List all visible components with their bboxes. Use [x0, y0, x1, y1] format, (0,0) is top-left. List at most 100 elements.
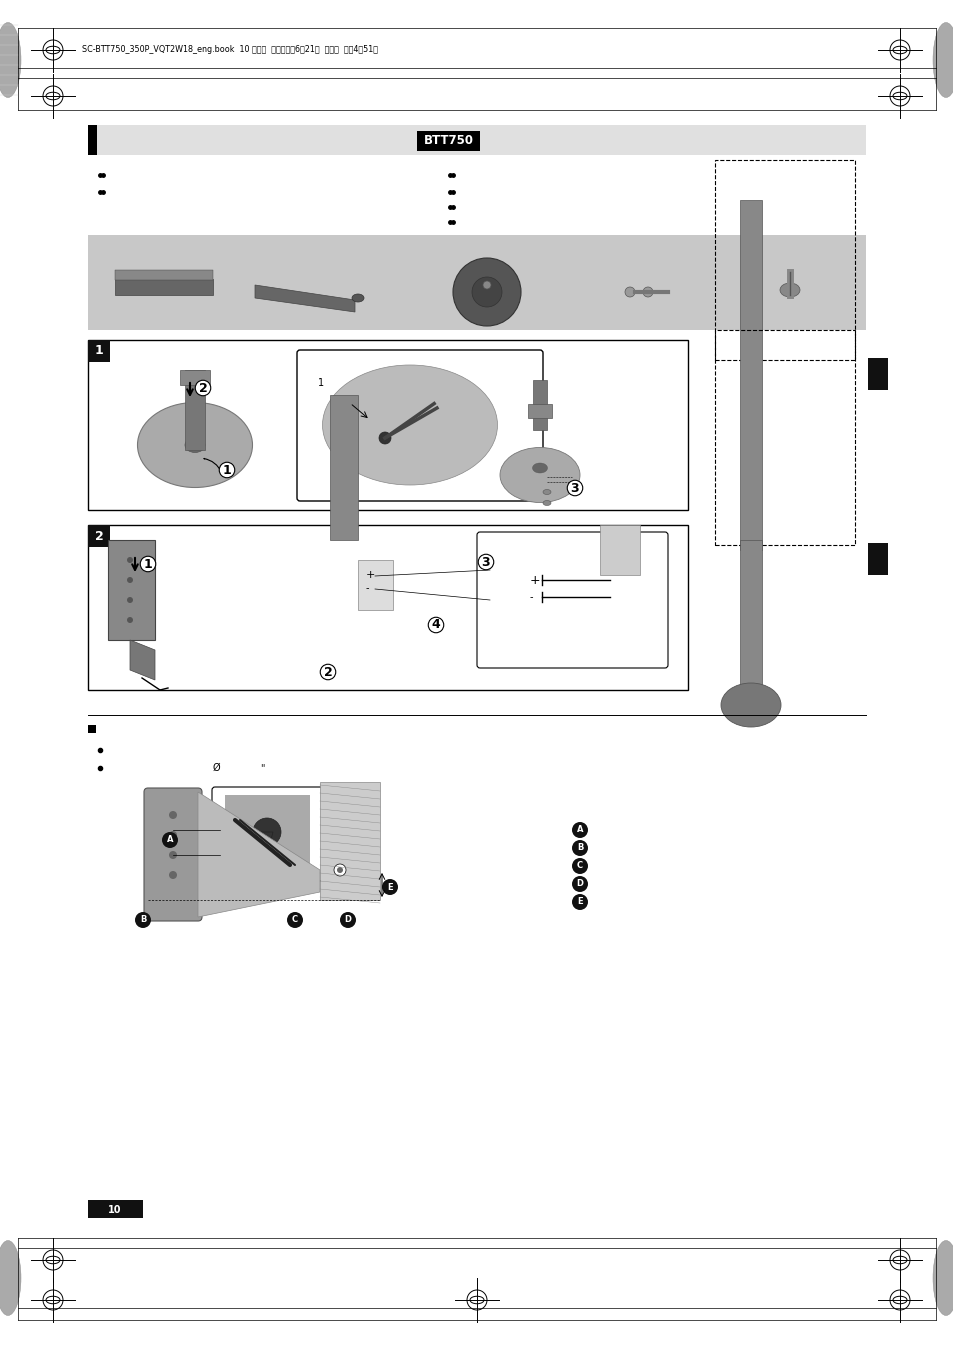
Bar	[88, 526, 687, 690]
Circle shape	[162, 832, 178, 848]
Ellipse shape	[482, 281, 491, 289]
Bar	[740, 540, 761, 700]
Ellipse shape	[780, 282, 800, 297]
Circle shape	[169, 811, 177, 819]
Circle shape	[572, 821, 587, 838]
Bar	[357, 561, 393, 611]
Ellipse shape	[472, 277, 501, 307]
Ellipse shape	[542, 489, 551, 494]
Text: BTT750: BTT750	[423, 135, 474, 147]
Ellipse shape	[0, 1240, 21, 1316]
Bar	[88, 235, 865, 330]
Text: -: -	[530, 592, 533, 603]
Text: 2: 2	[94, 530, 103, 543]
Bar	[416, 131, 479, 151]
Circle shape	[287, 912, 303, 928]
Circle shape	[334, 865, 346, 875]
Text: Ø: Ø	[213, 763, 220, 773]
Bar	[88, 340, 687, 509]
Bar	[185, 370, 205, 450]
Ellipse shape	[499, 447, 579, 503]
Text: SC-BTT750_350P_VQT2W18_eng.book  10 ページ  ２０１０年6月21日  月曜日  午後4晄51分: SC-BTT750_350P_VQT2W18_eng.book 10 ページ ２…	[82, 46, 377, 54]
Bar	[319, 782, 379, 900]
Text: 3: 3	[570, 481, 578, 494]
Circle shape	[169, 871, 177, 880]
Text: B: B	[577, 843, 582, 852]
Circle shape	[135, 912, 151, 928]
Bar	[714, 330, 854, 544]
Ellipse shape	[720, 684, 781, 727]
Ellipse shape	[542, 500, 551, 505]
Circle shape	[572, 840, 587, 857]
Bar	[599, 526, 639, 576]
Text: 2: 2	[323, 666, 332, 678]
FancyArrowPatch shape	[204, 458, 222, 473]
Ellipse shape	[932, 1240, 953, 1316]
Text: +: +	[530, 574, 540, 586]
FancyBboxPatch shape	[296, 350, 542, 501]
Bar	[88, 126, 97, 155]
Text: C: C	[292, 916, 297, 924]
Bar	[867, 358, 887, 390]
Text: +: +	[366, 570, 375, 580]
Bar	[740, 200, 761, 550]
Bar	[115, 280, 213, 295]
Polygon shape	[254, 285, 355, 312]
Circle shape	[339, 912, 355, 928]
Circle shape	[127, 597, 132, 603]
Circle shape	[127, 577, 132, 584]
Bar	[115, 270, 213, 280]
Circle shape	[253, 817, 281, 846]
Bar	[225, 794, 310, 867]
Circle shape	[169, 831, 177, 839]
Text: ": "	[260, 763, 264, 773]
Text: A: A	[577, 825, 582, 835]
Text: 1: 1	[317, 378, 324, 388]
Circle shape	[169, 851, 177, 859]
FancyBboxPatch shape	[144, 788, 202, 921]
FancyBboxPatch shape	[476, 532, 667, 667]
Text: E: E	[577, 897, 582, 907]
Text: 3: 3	[481, 555, 490, 569]
Text: B: B	[140, 916, 146, 924]
Ellipse shape	[322, 365, 497, 485]
Circle shape	[127, 557, 132, 563]
Polygon shape	[198, 792, 319, 917]
Bar	[88, 526, 110, 547]
Polygon shape	[108, 540, 154, 640]
Circle shape	[572, 875, 587, 892]
Circle shape	[572, 858, 587, 874]
Text: 2: 2	[198, 381, 207, 394]
Polygon shape	[130, 640, 154, 680]
Text: 1: 1	[222, 463, 232, 477]
Bar	[867, 543, 887, 576]
Text: A: A	[167, 835, 173, 844]
Bar	[88, 725, 96, 734]
Ellipse shape	[137, 403, 253, 488]
Ellipse shape	[532, 463, 547, 473]
Bar	[533, 380, 546, 430]
Text: D: D	[344, 916, 351, 924]
Text: 1: 1	[94, 345, 103, 358]
Bar	[714, 159, 854, 359]
Bar	[88, 126, 865, 155]
Circle shape	[381, 880, 397, 894]
Ellipse shape	[352, 295, 364, 303]
Ellipse shape	[932, 23, 953, 97]
Bar	[527, 404, 552, 417]
Text: -: -	[366, 584, 369, 593]
FancyBboxPatch shape	[212, 788, 323, 881]
Bar	[330, 394, 357, 540]
Bar	[88, 1200, 143, 1219]
Ellipse shape	[624, 286, 635, 297]
Ellipse shape	[185, 438, 205, 453]
Ellipse shape	[378, 432, 391, 444]
Bar	[88, 340, 110, 362]
Bar	[180, 370, 210, 385]
Text: E: E	[387, 882, 393, 892]
Text: 1: 1	[144, 558, 152, 570]
Text: C: C	[577, 862, 582, 870]
Ellipse shape	[453, 258, 520, 326]
Ellipse shape	[642, 286, 652, 297]
Polygon shape	[261, 832, 273, 855]
